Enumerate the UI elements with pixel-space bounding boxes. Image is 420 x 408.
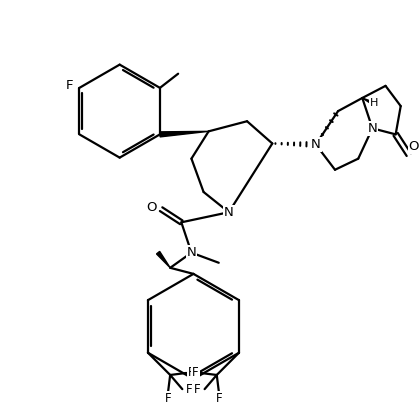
Text: N: N [368,122,377,135]
Polygon shape [160,131,209,137]
Text: F: F [194,383,201,396]
Text: H: H [370,98,378,108]
Text: O: O [409,140,419,153]
Text: N: N [311,138,320,151]
Text: N: N [186,246,196,259]
Text: F: F [215,392,222,405]
Text: F: F [188,366,195,379]
Polygon shape [157,251,170,268]
Text: N: N [224,206,234,219]
Text: F: F [192,366,199,379]
Text: F: F [186,383,193,396]
Text: O: O [146,201,156,214]
Text: F: F [66,79,73,92]
Polygon shape [362,98,375,105]
Text: F: F [165,392,171,405]
